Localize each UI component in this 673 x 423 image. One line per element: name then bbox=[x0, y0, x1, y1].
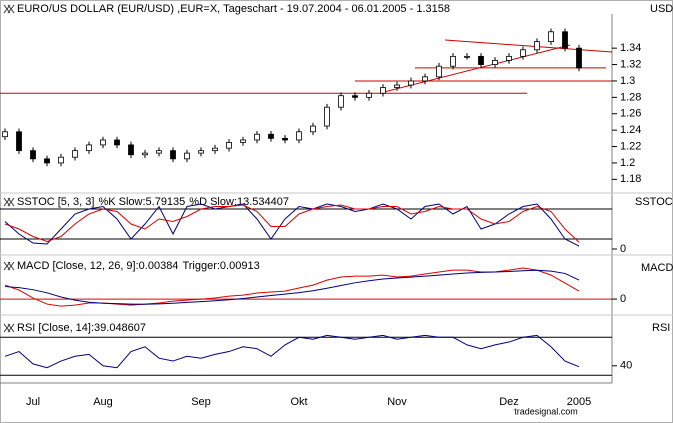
x-tick-label: Okt bbox=[290, 396, 307, 408]
candle-body bbox=[170, 150, 176, 160]
y-tick-label: 1.3 bbox=[620, 75, 635, 87]
candle-body bbox=[30, 150, 36, 160]
candle-body bbox=[520, 49, 526, 57]
candle-body bbox=[226, 142, 232, 149]
candle-body bbox=[296, 131, 302, 141]
candle-body bbox=[548, 31, 554, 42]
series-line bbox=[4, 334, 580, 369]
legend-entry: Trigger:0.00913 bbox=[182, 260, 259, 272]
candle-body bbox=[562, 31, 568, 49]
header-icon bbox=[3, 4, 15, 14]
y-tick-label: 1.2 bbox=[620, 157, 635, 169]
candle-body bbox=[422, 76, 428, 82]
candle-body bbox=[184, 152, 190, 160]
series-line bbox=[4, 204, 580, 243]
axis-label: MACD bbox=[641, 262, 673, 274]
y-tick-label: 1.24 bbox=[620, 124, 641, 136]
candle-body bbox=[478, 55, 484, 65]
candle-body bbox=[86, 144, 92, 152]
candle-body bbox=[156, 150, 162, 154]
candle-body bbox=[436, 65, 442, 78]
candle-body bbox=[128, 144, 134, 156]
axis-label: USD bbox=[650, 3, 673, 15]
axis-label: RSI bbox=[652, 322, 670, 334]
series-line bbox=[4, 203, 580, 247]
y-tick-label: 1.26 bbox=[620, 108, 641, 120]
candle-body bbox=[100, 139, 106, 146]
candle-body bbox=[72, 150, 78, 158]
trend-line bbox=[444, 39, 613, 53]
series-line bbox=[4, 269, 580, 305]
y-tick-label: 0 bbox=[620, 243, 626, 255]
panel-title: SSTOC [5, 3, 3] bbox=[17, 196, 94, 208]
header-icon bbox=[3, 261, 15, 271]
candle-body bbox=[408, 80, 414, 86]
candle-body bbox=[464, 55, 470, 58]
candle-body bbox=[212, 147, 218, 152]
x-tick-label: Dez bbox=[499, 396, 519, 408]
candle-body bbox=[352, 95, 358, 98]
candle-body bbox=[324, 106, 330, 127]
header-icon bbox=[3, 197, 15, 207]
candle-body bbox=[16, 131, 22, 152]
panel-title: EURO/US DOLLAR (EUR/USD) ,EUR=X, Tagesch… bbox=[17, 3, 450, 15]
header-icon bbox=[3, 323, 15, 333]
x-tick-label: Jul bbox=[26, 396, 40, 408]
y-tick-label: 1.34 bbox=[620, 42, 641, 54]
legend-entry: RSI [Close, 14]:39.048607 bbox=[17, 322, 146, 334]
candle-body bbox=[576, 47, 582, 69]
axis-label: SSTOC bbox=[635, 196, 673, 208]
y-tick-label: 1.18 bbox=[620, 173, 641, 185]
candle-body bbox=[142, 152, 148, 156]
candle-body bbox=[282, 137, 288, 141]
y-tick-label: 1.28 bbox=[620, 91, 641, 103]
x-tick-label: Nov bbox=[387, 396, 407, 408]
x-tick-label: 2005 bbox=[567, 396, 591, 408]
candle-body bbox=[268, 133, 274, 139]
legend-entry: %D Slow:13.534407 bbox=[189, 196, 289, 208]
candle-body bbox=[310, 125, 316, 133]
candle-body bbox=[58, 156, 64, 164]
candle-body bbox=[240, 139, 246, 143]
candle-body bbox=[380, 87, 386, 94]
candle-body bbox=[44, 158, 50, 164]
y-tick-label: 1.32 bbox=[620, 58, 641, 70]
candle-body bbox=[254, 133, 260, 141]
y-tick-label: 1.22 bbox=[620, 140, 641, 152]
candle-body bbox=[114, 139, 120, 146]
candle-body bbox=[198, 150, 204, 154]
watermark: tradesignal.com bbox=[514, 406, 578, 416]
legend-entry: MACD [Close, 12, 26, 9]:0.00384 bbox=[17, 260, 178, 272]
candle-body bbox=[450, 55, 456, 67]
candle-body bbox=[506, 55, 512, 61]
y-tick-label: 40 bbox=[620, 360, 632, 372]
legend-entry: %K Slow:5.79135 bbox=[98, 196, 185, 208]
candle-body bbox=[534, 41, 540, 51]
y-tick-label: 0 bbox=[620, 293, 626, 305]
candle-body bbox=[366, 92, 372, 98]
candle-body bbox=[2, 131, 8, 138]
candle-body bbox=[394, 84, 400, 88]
candle-body bbox=[492, 60, 498, 65]
candle-body bbox=[338, 95, 344, 108]
x-tick-label: Aug bbox=[93, 396, 113, 408]
x-tick-label: Sep bbox=[191, 396, 211, 408]
